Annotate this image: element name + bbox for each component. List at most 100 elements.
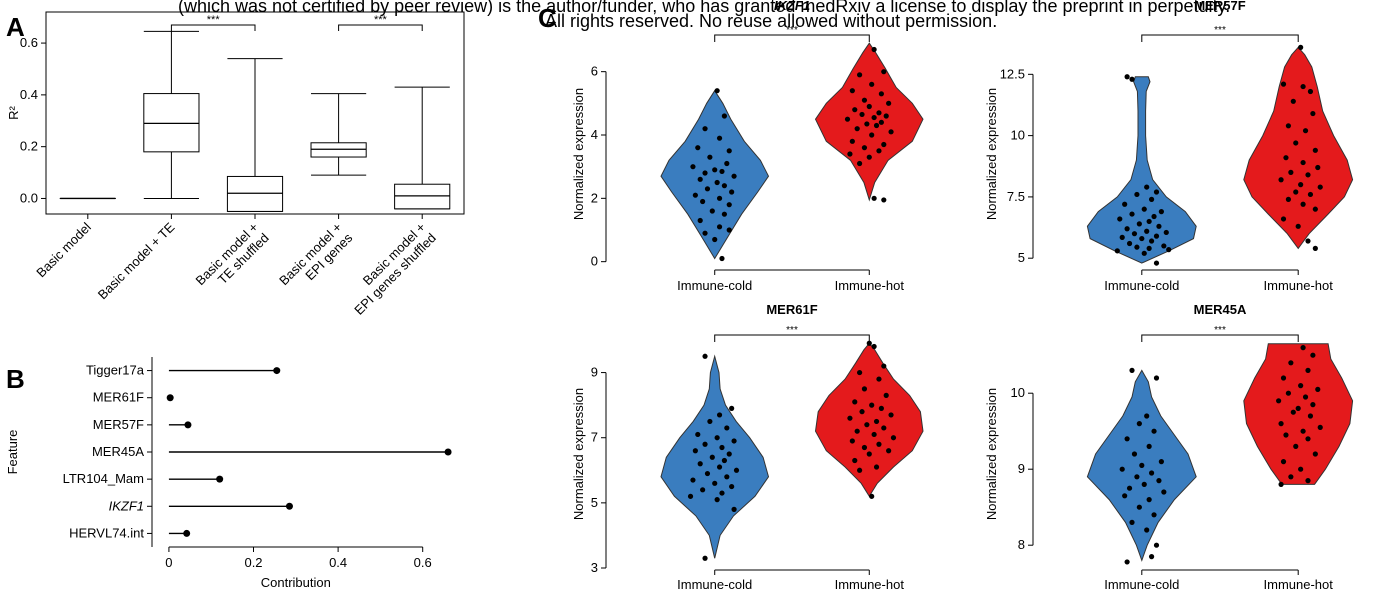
violin-point xyxy=(1114,248,1120,254)
violin-point xyxy=(1161,243,1167,249)
violin-point xyxy=(1283,432,1289,438)
violin-point xyxy=(714,88,720,94)
violin-significance-label: *** xyxy=(1214,25,1226,36)
violin-significance-label: *** xyxy=(1214,325,1226,336)
violin-point xyxy=(876,110,882,116)
violin-point xyxy=(726,451,732,457)
violin-point xyxy=(1310,110,1316,117)
violin-point xyxy=(707,418,713,425)
violin-point xyxy=(871,431,877,438)
violin-point xyxy=(881,363,887,369)
violin-point xyxy=(888,412,894,418)
violin-point xyxy=(847,415,853,421)
violin-point xyxy=(1300,159,1306,166)
violin-point xyxy=(1148,554,1155,560)
violin-point xyxy=(847,151,853,157)
violin-point xyxy=(716,464,723,470)
violin-point xyxy=(1122,201,1128,207)
violin-ytick-label: 10 xyxy=(1011,385,1025,400)
violin-point xyxy=(857,72,863,78)
violin-point xyxy=(1146,497,1152,503)
violin-point xyxy=(857,467,863,473)
violin-significance-bracket xyxy=(1141,34,1299,42)
violin-category-label: Immune-hot xyxy=(1264,577,1334,592)
panel-b-feature-label: IKZF1 xyxy=(109,498,144,513)
violin-point xyxy=(852,399,858,405)
violin-point xyxy=(687,493,694,499)
violin-point xyxy=(1298,182,1304,188)
violin-ytick-label: 0 xyxy=(591,254,598,269)
violin-title: MER57F xyxy=(1194,0,1245,13)
violin-shape xyxy=(814,342,924,498)
panel-a-xtick-label: Basic model +EPI genes shuffled xyxy=(341,220,439,318)
violin-significance-label: *** xyxy=(786,325,798,336)
violin-significance-bracket xyxy=(1141,334,1299,342)
violin-point xyxy=(883,113,889,119)
violin-point xyxy=(1119,234,1125,240)
panel-b-feature-label: MER61F xyxy=(93,390,144,405)
violin-ytick-label: 7.5 xyxy=(1007,189,1025,204)
lollipop-point xyxy=(184,421,192,429)
violin-point xyxy=(1126,485,1133,491)
violin-category-label: Immune-cold xyxy=(677,278,752,293)
violin-point xyxy=(1278,481,1284,487)
violin-point xyxy=(849,88,855,94)
panel-a-significance-label: *** xyxy=(374,14,388,26)
violin-shape xyxy=(1086,76,1197,264)
violin-point xyxy=(869,81,875,87)
violin-ytick-label: 5 xyxy=(591,495,598,510)
panel-b-xtick-label: 0.2 xyxy=(244,555,262,570)
violin-point xyxy=(690,477,696,483)
violin-point xyxy=(1278,421,1284,427)
violin-point xyxy=(719,490,725,496)
violin-point xyxy=(861,444,868,451)
violin-point xyxy=(714,497,720,503)
violin-point xyxy=(1310,352,1316,358)
violin-point xyxy=(1129,519,1135,526)
violin-ytick-label: 8 xyxy=(1018,537,1025,552)
violin-point xyxy=(721,211,727,217)
violin-point xyxy=(871,195,877,201)
violin-point xyxy=(1122,493,1128,499)
violin-point xyxy=(871,343,877,350)
violin-point xyxy=(878,405,884,411)
violin-point xyxy=(1302,394,1309,400)
violin-point xyxy=(714,179,720,186)
violin-point xyxy=(1276,398,1282,404)
violin-point xyxy=(1307,191,1314,198)
panel-c-violin-mer45a: 8 9 10 Normalized expression MER45A *** Immune… xyxy=(984,302,1354,592)
violin-shape xyxy=(660,89,770,260)
violin-point xyxy=(881,197,887,203)
panel-a-ytick-label: 0.4 xyxy=(20,87,38,102)
violin-point xyxy=(709,454,715,460)
violin-point xyxy=(1285,390,1292,396)
violin-point xyxy=(881,141,887,148)
violin-ytick-label: 9 xyxy=(1018,461,1025,476)
violin-point xyxy=(1161,489,1167,495)
violin-point xyxy=(1119,466,1125,472)
violin-point xyxy=(871,46,877,53)
violin-point xyxy=(702,126,708,132)
violin-point xyxy=(869,132,875,138)
panel-a-xtick-label: Basic model +EPI genes xyxy=(276,219,356,299)
violin-ytick-label: 2 xyxy=(591,190,598,205)
panel-a-ylabel: R² xyxy=(6,105,21,119)
violin-point xyxy=(1307,413,1314,419)
panel-label-b: B xyxy=(6,364,25,394)
violin-category-label: Immune-cold xyxy=(677,577,752,592)
violin-point xyxy=(864,422,870,428)
panel-b-feature-label: HERVL74.int xyxy=(69,525,144,540)
violin-point xyxy=(1305,367,1311,373)
lollipop-point xyxy=(216,475,224,483)
violin-point xyxy=(1300,428,1306,434)
violin-point xyxy=(1129,76,1135,82)
violin-point xyxy=(881,69,887,75)
violin-point xyxy=(1305,478,1311,484)
violin-point xyxy=(876,148,882,154)
violin-point xyxy=(697,176,703,182)
lollipop-point xyxy=(166,394,174,402)
violin-point xyxy=(1136,504,1142,510)
violin-point xyxy=(724,474,730,480)
violin-point xyxy=(1290,409,1296,415)
violin-point xyxy=(1307,88,1314,95)
